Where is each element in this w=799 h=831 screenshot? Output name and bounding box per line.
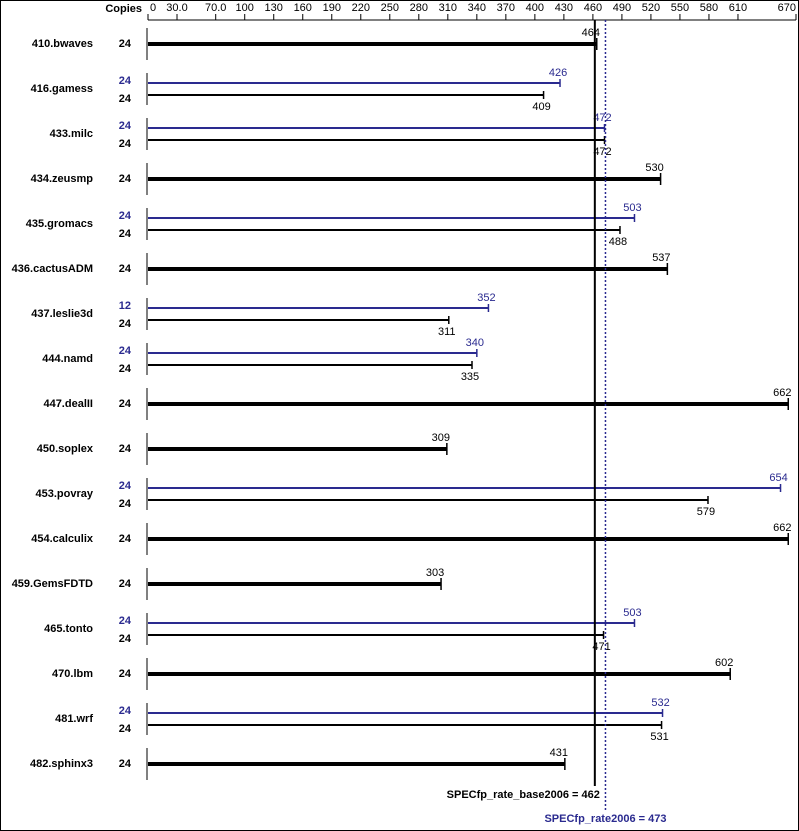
x-tick-label: 460: [584, 2, 602, 14]
value-label: 472: [593, 112, 611, 124]
x-tick-label: 610: [729, 2, 747, 14]
copies-label: 24: [119, 38, 132, 50]
copies-label: 24: [119, 615, 132, 627]
benchmark-label: 410.bwaves: [32, 38, 93, 50]
x-tick-label: 0: [150, 2, 156, 14]
copies-label: 24: [119, 318, 132, 330]
x-tick-label: 370: [497, 2, 515, 14]
copies-label: 24: [119, 705, 132, 717]
x-tick-label: 430: [555, 2, 573, 14]
value-label: 426: [549, 67, 567, 79]
value-label: 530: [645, 162, 663, 174]
value-label: 488: [609, 236, 627, 248]
benchmark-label: 482.sphinx3: [30, 758, 93, 770]
x-tick-label: 100: [236, 2, 254, 14]
copies-label: 24: [119, 228, 132, 240]
copies-label: 24: [119, 75, 132, 87]
copies-label: 24: [119, 263, 132, 275]
value-label: 662: [773, 522, 791, 534]
copies-label: 24: [119, 533, 132, 545]
value-label: 335: [461, 371, 479, 383]
copies-label: 24: [119, 93, 132, 105]
copies-label: 24: [119, 668, 132, 680]
x-tick-label: 280: [410, 2, 428, 14]
value-label: 503: [623, 607, 641, 619]
benchmark-label: 459.GemsFDTD: [12, 578, 93, 590]
value-label: 352: [477, 292, 495, 304]
benchmark-label: 435.gromacs: [26, 218, 93, 230]
x-tick-label: 520: [642, 2, 660, 14]
value-label: 472: [593, 146, 611, 158]
copies-header: Copies: [105, 3, 142, 15]
copies-label: 24: [119, 758, 132, 770]
reference-label: SPECfp_rate_base2006 = 462: [447, 789, 600, 801]
x-tick-label: 490: [613, 2, 631, 14]
value-label: 537: [652, 252, 670, 264]
copies-label: 24: [119, 173, 132, 185]
benchmark-label: 465.tonto: [44, 623, 93, 635]
value-label: 409: [532, 101, 550, 113]
x-tick-label: 250: [381, 2, 399, 14]
benchmark-label: 450.soplex: [37, 443, 94, 455]
value-label: 602: [715, 657, 733, 669]
copies-label: 24: [119, 443, 132, 455]
x-tick-label: 550: [671, 2, 689, 14]
x-tick-label: 400: [526, 2, 544, 14]
benchmark-label: 416.gamess: [31, 83, 93, 95]
copies-label: 24: [119, 363, 132, 375]
benchmark-label: 447.dealII: [43, 398, 93, 410]
copies-label: 24: [119, 498, 132, 510]
x-tick-label: 340: [468, 2, 486, 14]
value-label: 532: [651, 697, 669, 709]
x-tick-label: 160: [294, 2, 312, 14]
benchmark-label: 434.zeusmp: [31, 173, 94, 185]
copies-label: 24: [119, 480, 132, 492]
copies-label: 24: [119, 345, 132, 357]
copies-label: 24: [119, 633, 132, 645]
value-label: 579: [697, 506, 715, 518]
benchmark-label: 453.povray: [36, 488, 94, 500]
x-tick-label: 310: [439, 2, 457, 14]
copies-label: 12: [119, 300, 131, 312]
value-label: 531: [650, 731, 668, 743]
x-tick-label: 580: [700, 2, 718, 14]
benchmark-label: 436.cactusADM: [12, 263, 93, 275]
copies-label: 24: [119, 210, 132, 222]
value-label: 464: [582, 27, 600, 39]
value-label: 309: [432, 432, 450, 444]
copies-label: 24: [119, 398, 132, 410]
benchmark-label: 437.leslie3d: [31, 308, 93, 320]
x-tick-label: 220: [352, 2, 370, 14]
value-label: 662: [773, 387, 791, 399]
value-label: 503: [623, 202, 641, 214]
value-label: 431: [550, 747, 568, 759]
copies-label: 24: [119, 138, 132, 150]
value-label: 340: [466, 337, 484, 349]
x-tick-label: 70.0: [205, 2, 226, 14]
benchmark-label: 444.namd: [42, 353, 93, 365]
x-tick-label: 130: [265, 2, 283, 14]
benchmark-label: 433.milc: [50, 128, 93, 140]
benchmark-label: 470.lbm: [52, 668, 93, 680]
copies-label: 24: [119, 723, 132, 735]
x-tick-label: 670: [778, 2, 796, 14]
reference-label: SPECfp_rate2006 = 473: [544, 813, 666, 825]
copies-label: 24: [119, 120, 132, 132]
benchmark-label: 454.calculix: [31, 533, 94, 545]
value-label: 654: [769, 472, 787, 484]
x-tick-label: 30.0: [166, 2, 187, 14]
value-label: 311: [438, 326, 456, 338]
copies-label: 24: [119, 578, 132, 590]
value-label: 303: [426, 567, 444, 579]
benchmark-label: 481.wrf: [55, 713, 93, 725]
x-tick-label: 190: [323, 2, 341, 14]
